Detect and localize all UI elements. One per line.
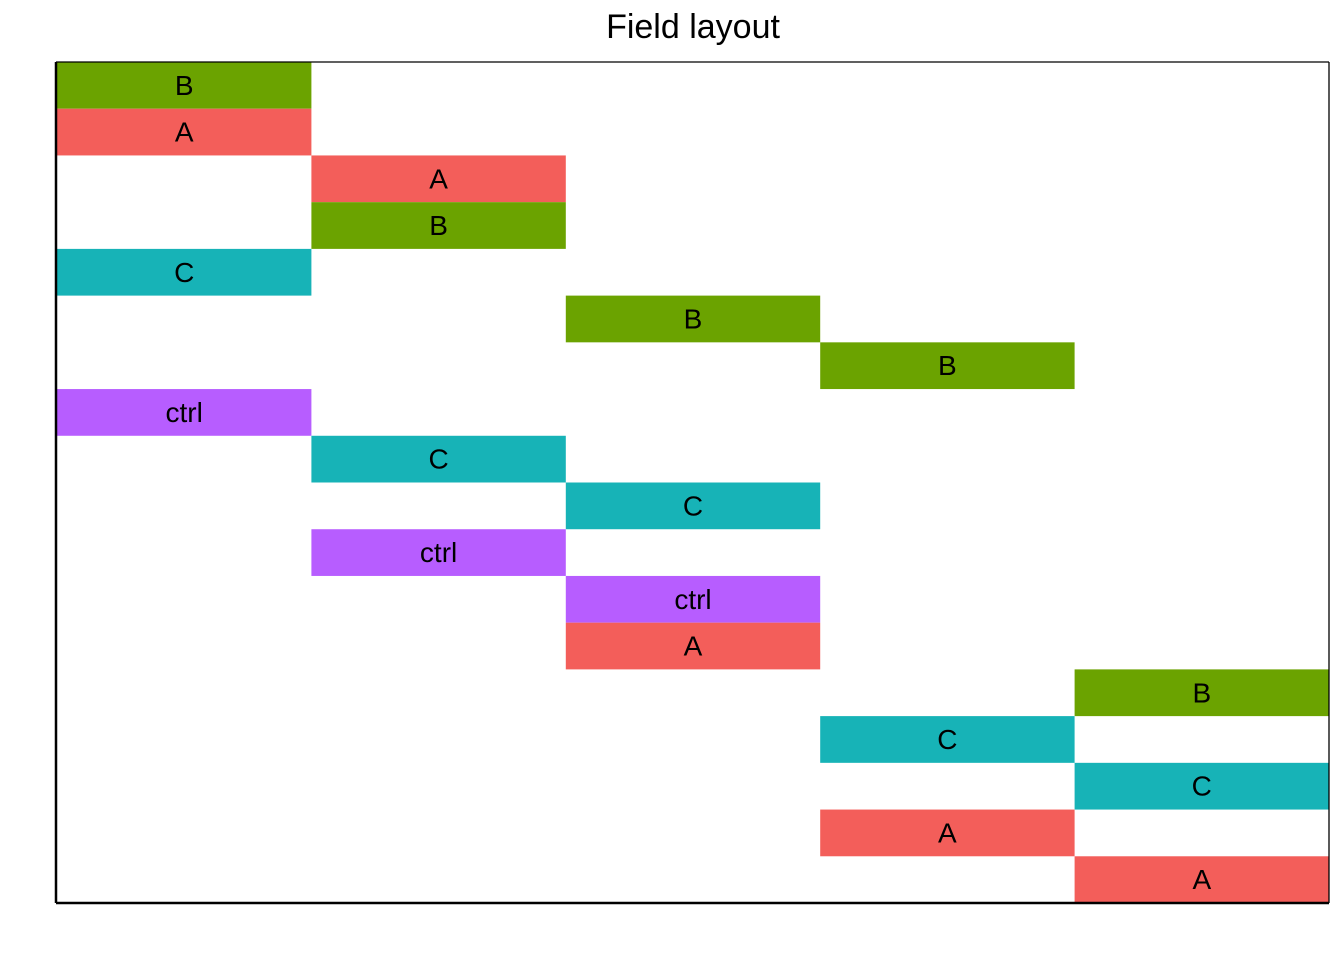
plot-cell-label: ctrl [674,584,711,615]
axes-layer [54,61,1330,905]
plot-cell-label: A [1192,864,1211,895]
plot-cell-label: C [428,444,448,475]
plot-cell-label: ctrl [166,397,203,428]
plot-cell-c [1074,762,1329,810]
plot-cell-label: ctrl [420,537,457,568]
plot-cell-label: C [174,257,194,288]
plot-cell-label: B [429,210,448,241]
plot-cell-b [57,62,312,109]
plot-cell-ctrl [565,575,821,623]
plot-cell-label: C [683,490,703,521]
plot-cell-b [1074,669,1329,717]
plot-cell-label: B [938,350,957,381]
chart-title: Field layout [606,8,780,46]
plot-cell-c [820,716,1075,763]
plot-cell-label: A [684,631,703,662]
plot-cell-b [311,202,566,249]
plot-cell-a [57,108,312,156]
plot-cell-label: B [684,303,703,334]
plot-cell-label: C [937,724,957,755]
plot-cell-label: C [1192,771,1212,802]
plot-cell-a [565,622,821,670]
plot-cell-a [1074,856,1329,903]
plot-cell-label: A [429,163,448,194]
plot-cell-label: B [175,70,194,101]
plot-cell-c [311,435,566,483]
plot-cell-c [57,248,312,296]
plot-cell-a [311,155,566,203]
plot-cell-a [820,809,1075,857]
plot-cell-c [565,482,821,530]
plot-cell-label: B [1192,677,1211,708]
plot-cell-ctrl [57,389,312,436]
plot-cell-b [820,342,1075,390]
plot-cell-label: A [175,117,194,148]
plot-cell-ctrl [311,529,566,576]
plot-cell-label: A [938,817,957,848]
plot-cell-b [565,295,821,343]
